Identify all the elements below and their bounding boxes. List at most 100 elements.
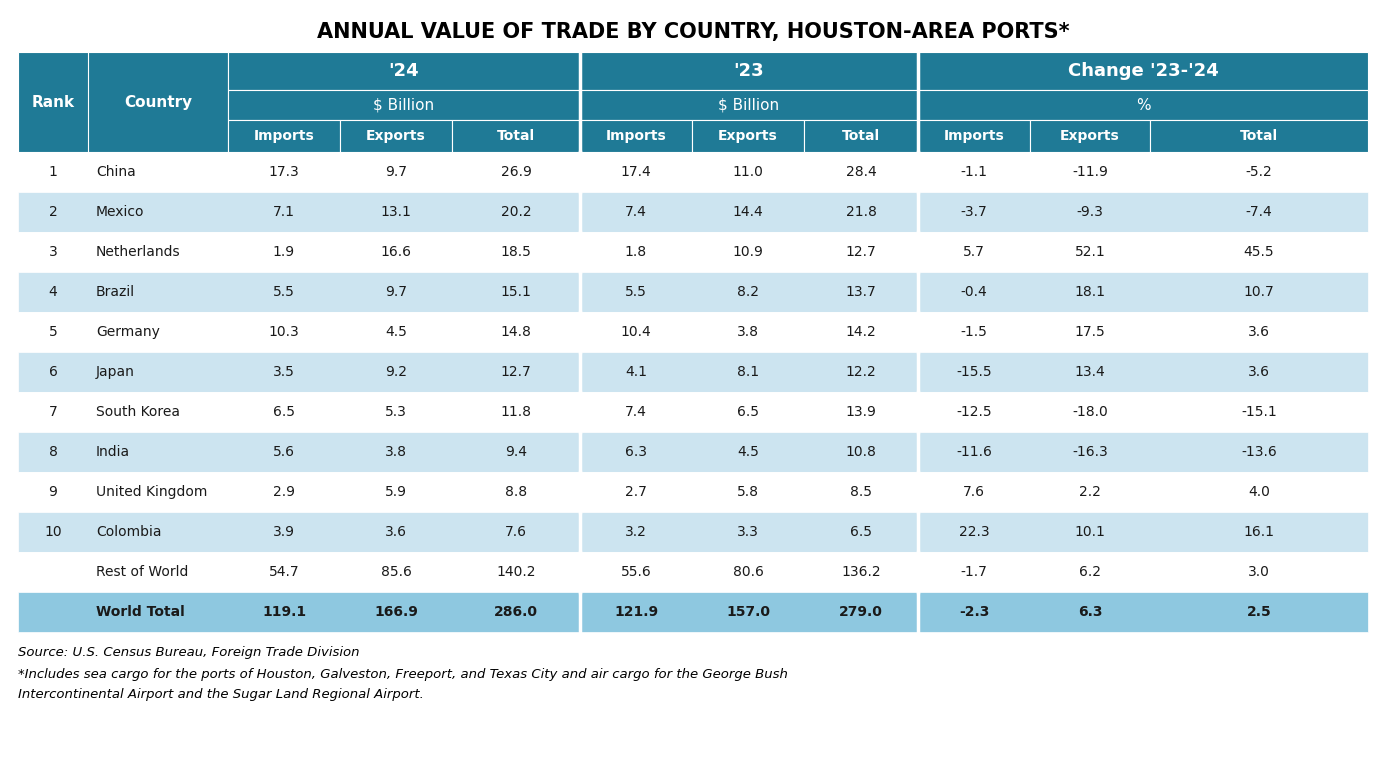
Bar bbox=[18, 432, 1368, 472]
Text: 4.0: 4.0 bbox=[1247, 485, 1270, 499]
Bar bbox=[18, 552, 1368, 592]
Text: 9.7: 9.7 bbox=[385, 165, 407, 179]
Text: 45.5: 45.5 bbox=[1243, 245, 1274, 259]
Text: 6.5: 6.5 bbox=[273, 405, 295, 419]
Text: 8.2: 8.2 bbox=[737, 285, 760, 299]
Text: 6.2: 6.2 bbox=[1078, 565, 1100, 579]
Text: 2.2: 2.2 bbox=[1080, 485, 1100, 499]
Text: 4.5: 4.5 bbox=[737, 445, 760, 459]
Text: 7.4: 7.4 bbox=[625, 205, 647, 219]
Text: Mexico: Mexico bbox=[96, 205, 144, 219]
Text: 7.6: 7.6 bbox=[963, 485, 985, 499]
Text: 12.7: 12.7 bbox=[845, 245, 876, 259]
Bar bbox=[18, 192, 1368, 232]
Bar bbox=[692, 120, 804, 152]
Text: 4.1: 4.1 bbox=[625, 365, 647, 379]
Text: South Korea: South Korea bbox=[96, 405, 180, 419]
Bar bbox=[229, 90, 579, 120]
Text: 52.1: 52.1 bbox=[1074, 245, 1106, 259]
Text: 28.4: 28.4 bbox=[845, 165, 876, 179]
Text: 1: 1 bbox=[49, 165, 57, 179]
Text: 80.6: 80.6 bbox=[733, 565, 764, 579]
Text: -13.6: -13.6 bbox=[1240, 445, 1277, 459]
Text: 2: 2 bbox=[49, 205, 57, 219]
Text: -7.4: -7.4 bbox=[1246, 205, 1272, 219]
Text: -12.5: -12.5 bbox=[956, 405, 992, 419]
Text: 6.5: 6.5 bbox=[737, 405, 760, 419]
Text: 9.2: 9.2 bbox=[385, 365, 407, 379]
Bar bbox=[18, 512, 1368, 552]
Text: 18.1: 18.1 bbox=[1074, 285, 1106, 299]
Text: 8.5: 8.5 bbox=[850, 485, 872, 499]
Text: 7.4: 7.4 bbox=[625, 405, 647, 419]
Bar bbox=[918, 52, 1368, 90]
Text: Exports: Exports bbox=[718, 129, 778, 143]
Text: Netherlands: Netherlands bbox=[96, 245, 180, 259]
Text: 6.3: 6.3 bbox=[625, 445, 647, 459]
Bar bbox=[18, 232, 1368, 272]
Text: 9: 9 bbox=[49, 485, 57, 499]
Text: 12.7: 12.7 bbox=[500, 365, 531, 379]
Text: 2.7: 2.7 bbox=[625, 485, 647, 499]
Text: 8.8: 8.8 bbox=[505, 485, 527, 499]
Text: 10.3: 10.3 bbox=[269, 325, 299, 339]
Text: 286.0: 286.0 bbox=[493, 605, 538, 619]
Text: '24: '24 bbox=[388, 62, 420, 80]
Text: -1.1: -1.1 bbox=[960, 165, 987, 179]
Text: 5.6: 5.6 bbox=[273, 445, 295, 459]
Text: -0.4: -0.4 bbox=[960, 285, 987, 299]
Text: $ Billion: $ Billion bbox=[718, 97, 779, 112]
Bar bbox=[1150, 120, 1368, 152]
Text: 5.9: 5.9 bbox=[385, 485, 407, 499]
Text: 17.5: 17.5 bbox=[1074, 325, 1106, 339]
Text: -11.6: -11.6 bbox=[956, 445, 992, 459]
Text: 21.8: 21.8 bbox=[845, 205, 876, 219]
Text: 11.8: 11.8 bbox=[500, 405, 531, 419]
Text: -15.5: -15.5 bbox=[956, 365, 992, 379]
Text: 22.3: 22.3 bbox=[959, 525, 990, 539]
Text: 20.2: 20.2 bbox=[500, 205, 531, 219]
Text: 136.2: 136.2 bbox=[841, 565, 881, 579]
Text: 5.5: 5.5 bbox=[625, 285, 647, 299]
Text: -1.5: -1.5 bbox=[960, 325, 987, 339]
Text: 7.6: 7.6 bbox=[505, 525, 527, 539]
Bar bbox=[579, 52, 918, 90]
Text: Exports: Exports bbox=[1060, 129, 1120, 143]
Text: 7.1: 7.1 bbox=[273, 205, 295, 219]
Text: 5.5: 5.5 bbox=[273, 285, 295, 299]
Bar bbox=[18, 152, 1368, 192]
Text: Japan: Japan bbox=[96, 365, 134, 379]
Text: 2.5: 2.5 bbox=[1246, 605, 1271, 619]
Bar bbox=[452, 120, 579, 152]
Text: 3: 3 bbox=[49, 245, 57, 259]
Text: Total: Total bbox=[841, 129, 880, 143]
Text: 1.8: 1.8 bbox=[625, 245, 647, 259]
Text: Exports: Exports bbox=[366, 129, 426, 143]
Text: 3.8: 3.8 bbox=[385, 445, 407, 459]
Text: 166.9: 166.9 bbox=[374, 605, 419, 619]
Text: 3.6: 3.6 bbox=[1247, 365, 1270, 379]
Text: 121.9: 121.9 bbox=[614, 605, 658, 619]
Text: 18.5: 18.5 bbox=[500, 245, 531, 259]
Text: 3.9: 3.9 bbox=[273, 525, 295, 539]
Text: 85.6: 85.6 bbox=[381, 565, 412, 579]
Text: -18.0: -18.0 bbox=[1073, 405, 1107, 419]
Text: 3.6: 3.6 bbox=[1247, 325, 1270, 339]
Text: Source: U.S. Census Bureau, Foreign Trade Division: Source: U.S. Census Bureau, Foreign Trad… bbox=[18, 646, 359, 659]
Text: Germany: Germany bbox=[96, 325, 159, 339]
Text: Imports: Imports bbox=[254, 129, 315, 143]
Text: 6: 6 bbox=[49, 365, 57, 379]
Text: 54.7: 54.7 bbox=[269, 565, 299, 579]
Text: 16.1: 16.1 bbox=[1243, 525, 1275, 539]
Bar bbox=[18, 352, 1368, 392]
Text: 13.9: 13.9 bbox=[845, 405, 876, 419]
Text: 279.0: 279.0 bbox=[839, 605, 883, 619]
Text: 9.7: 9.7 bbox=[385, 285, 407, 299]
Text: Brazil: Brazil bbox=[96, 285, 134, 299]
Text: -16.3: -16.3 bbox=[1073, 445, 1107, 459]
Text: 6.5: 6.5 bbox=[850, 525, 872, 539]
Text: 11.0: 11.0 bbox=[733, 165, 764, 179]
Text: Rest of World: Rest of World bbox=[96, 565, 188, 579]
Text: 13.1: 13.1 bbox=[381, 205, 412, 219]
Text: Intercontinental Airport and the Sugar Land Regional Airport.: Intercontinental Airport and the Sugar L… bbox=[18, 688, 424, 701]
